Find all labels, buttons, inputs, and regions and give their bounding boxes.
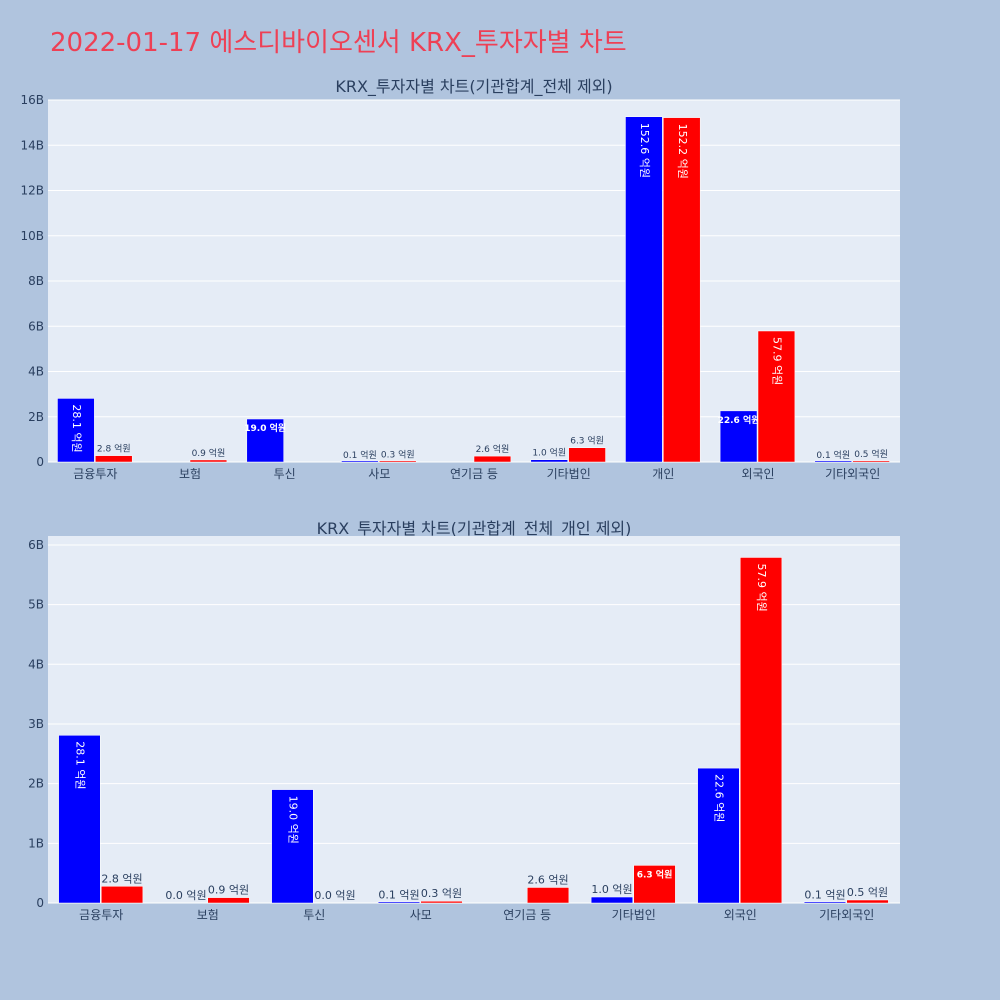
x-tick-label: 기타외국인 xyxy=(825,467,880,480)
bar xyxy=(803,901,847,904)
y-tick-label: 3B xyxy=(28,717,44,731)
page-title: 2022-01-17 에스디바이오센서 KRX_투자자별 차트 xyxy=(50,28,627,58)
bar xyxy=(530,459,568,463)
bar xyxy=(633,865,676,904)
data-label: 19.0 억원 xyxy=(244,422,286,434)
bar xyxy=(740,557,783,904)
data-label: 57.9 억원 xyxy=(770,337,783,385)
y-tick-label: 6B xyxy=(28,538,44,552)
y-tick-label: 4B xyxy=(28,657,44,671)
data-label: 1.0 억원 xyxy=(532,447,566,459)
x-tick-label: 사모 xyxy=(368,467,390,480)
data-label: 0.3 억원 xyxy=(381,448,415,460)
chart-bottom-svg: KRX_투자자별 차트(기관합계_전체_개인 제외) 0 1B 2B 3B 4B 5B 6B 금… xyxy=(28,519,900,922)
x-tick-label: 금융투자 xyxy=(79,908,123,922)
bar xyxy=(527,887,570,904)
data-label: 0.5 억원 xyxy=(847,886,888,899)
chart-top: KRX_투자자별 차트(기관합계_전체 제외) 0 2B 4B 6B 8B 10B 12B 14… xyxy=(0,70,1000,480)
data-label: 6.3 억원 xyxy=(637,868,673,880)
data-label: 0.1 억원 xyxy=(816,449,850,461)
bar xyxy=(757,330,796,463)
data-label: 2.8 억원 xyxy=(97,443,131,455)
x-tick-label: 투신 xyxy=(274,467,296,480)
bar xyxy=(852,460,890,463)
x-tick-label: 외국인 xyxy=(724,908,757,922)
y-tick-label: 1B xyxy=(28,836,44,850)
chart-title: KRX_투자자별 차트(기관합계_전체 제외) xyxy=(335,77,612,97)
bar xyxy=(719,410,758,463)
bar xyxy=(568,447,606,463)
x-tick-label: 보험 xyxy=(197,908,219,922)
data-label: 57.9 억원 xyxy=(755,563,768,611)
data-label: 1.0 억원 xyxy=(591,883,632,896)
bar xyxy=(473,455,512,463)
y-tick-label: 14B xyxy=(20,138,44,152)
bar xyxy=(246,418,284,463)
bar xyxy=(207,897,250,904)
y-tick-label: 16B xyxy=(20,93,44,107)
data-label: 2.8 억원 xyxy=(101,872,142,885)
y-tick-label: 0 xyxy=(36,896,44,910)
y-tick-label: 12B xyxy=(20,184,44,198)
x-tick-label: 개인 xyxy=(652,467,674,480)
bar xyxy=(377,901,420,904)
x-tick-label: 금융투자 xyxy=(73,467,117,480)
y-tick-label: 10B xyxy=(20,229,44,243)
x-tick-label: 기타법인 xyxy=(547,467,591,480)
data-label: 152.2 억원 xyxy=(676,124,689,179)
y-tick-label: 0 xyxy=(36,455,44,469)
data-label: 28.1 억원 xyxy=(73,741,86,789)
bar xyxy=(663,117,701,463)
x-tick-label: 기타외국인 xyxy=(819,908,874,922)
chart-title: KRX_투자자별 차트(기관합계_전체_개인 제외) xyxy=(317,519,632,539)
bar xyxy=(420,900,463,904)
bar xyxy=(590,896,634,904)
x-tick-label: 보험 xyxy=(179,467,201,480)
data-label: 2.6 억원 xyxy=(476,443,510,455)
y-tick-label: 4B xyxy=(28,365,44,379)
data-label: 0.5 억원 xyxy=(854,448,888,460)
data-label: 0.1 억원 xyxy=(804,888,845,901)
y-tick-label: 2B xyxy=(28,777,44,791)
data-label: 6.3 억원 xyxy=(570,435,604,447)
y-tick-label: 5B xyxy=(28,598,44,612)
data-label: 0.0 억원 xyxy=(165,889,206,902)
data-label: 0.0 억원 xyxy=(314,889,355,902)
bar xyxy=(379,460,417,463)
bar xyxy=(625,116,663,463)
chart-bottom: KRX_투자자별 차트(기관합계_전체_개인 제외) 0 1B 2B 3B 4B 5B 6B 금… xyxy=(0,510,1000,930)
data-label: 22.6 억원 xyxy=(718,414,760,426)
x-tick-label: 연기금 등 xyxy=(503,908,551,922)
data-label: 0.1 억원 xyxy=(378,888,419,901)
bar xyxy=(58,735,101,904)
data-label: 0.9 억원 xyxy=(192,447,226,459)
y-tick-label: 2B xyxy=(28,410,44,424)
bar xyxy=(271,789,314,904)
bar xyxy=(95,455,133,463)
data-label: 22.6 억원 xyxy=(712,774,725,822)
bar xyxy=(814,460,852,463)
bar xyxy=(697,767,740,904)
bar xyxy=(57,398,95,463)
data-label: 152.6 억원 xyxy=(638,123,651,178)
x-tick-label: 기타법인 xyxy=(612,908,656,922)
data-label: 28.1 억원 xyxy=(70,404,83,452)
data-label: 0.9 억원 xyxy=(208,884,249,897)
x-tick-label: 투신 xyxy=(303,908,325,922)
data-label: 0.1 억원 xyxy=(343,449,377,461)
y-tick-label: 6B xyxy=(28,319,44,333)
x-tick-label: 연기금 등 xyxy=(450,467,498,480)
x-tick-label: 사모 xyxy=(410,908,432,922)
chart-top-svg: KRX_투자자별 차트(기관합계_전체 제외) 0 2B 4B 6B 8B 10B 12B 14… xyxy=(20,77,900,480)
bar xyxy=(846,899,889,904)
x-tick-label: 외국인 xyxy=(741,467,774,480)
y-tick-label: 8B xyxy=(28,274,44,288)
data-label: 19.0 억원 xyxy=(286,796,299,844)
bar xyxy=(341,460,379,463)
data-label: 2.6 억원 xyxy=(527,873,568,886)
bar xyxy=(189,459,228,463)
bar xyxy=(101,886,144,904)
data-label: 0.3 억원 xyxy=(421,887,462,900)
